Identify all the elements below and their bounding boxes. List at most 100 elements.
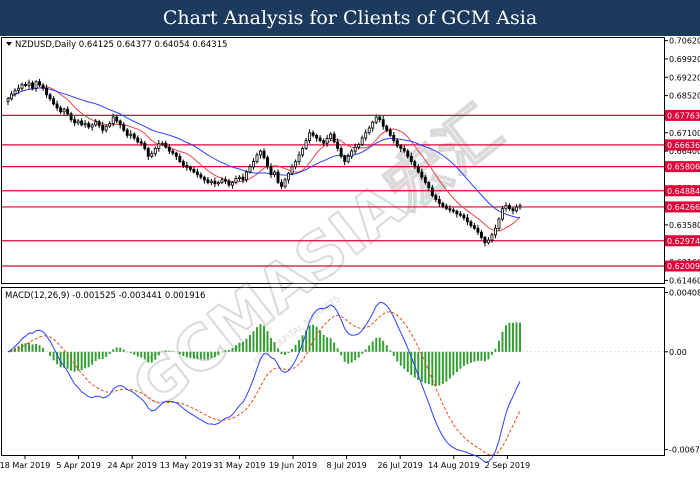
candle-body [136, 137, 140, 143]
candle-body [416, 166, 420, 173]
price-tick-label: 0.68520 [669, 92, 700, 101]
level-label: 0.62974 [667, 237, 700, 246]
candle-body [504, 205, 508, 210]
date-tick-label: 2 Sep 2019 [485, 461, 531, 470]
candle-body [353, 146, 357, 152]
candle-body [192, 168, 196, 173]
page-title: Chart Analysis for Clients of GCM Asia [162, 7, 538, 29]
candle-body [458, 213, 462, 216]
candle-body [511, 208, 515, 212]
candle-body [55, 103, 59, 109]
moving-averages [7, 86, 521, 232]
candle-body [101, 125, 105, 131]
candle-body [164, 142, 168, 148]
candle-body [118, 120, 122, 126]
candle-body [13, 89, 17, 95]
candle-body [237, 176, 241, 179]
date-tick-label: 31 May 2019 [213, 461, 265, 470]
candle-body [451, 209, 455, 212]
candle-body [357, 144, 361, 148]
candle-body [48, 94, 52, 100]
candle-body [132, 133, 136, 139]
candle-body [87, 123, 91, 128]
candle-body [472, 225, 476, 229]
candle-body [76, 120, 80, 124]
candle-body [276, 171, 280, 183]
candle-body [150, 153, 154, 157]
candle-body [104, 125, 108, 131]
candle-body [90, 124, 94, 128]
candle-body [479, 231, 483, 238]
candle-body [402, 148, 406, 152]
level-label: 0.64266 [667, 203, 700, 212]
candle-body [185, 165, 189, 168]
date-tick-label: 14 Aug 2019 [428, 461, 479, 470]
candle-body [332, 133, 336, 143]
macd-tick-label: 0.00 [669, 348, 687, 357]
candle-body [171, 150, 175, 154]
price-tick-label: 0.69920 [669, 55, 700, 64]
candle-body [174, 152, 178, 157]
candle-body [223, 179, 227, 182]
candle-body [462, 214, 466, 219]
candle-body [108, 123, 112, 127]
date-tick-label: 5 Apr 2019 [56, 461, 100, 470]
candle-body [409, 155, 413, 162]
candle-body [252, 161, 255, 168]
chart-background [0, 36, 700, 500]
date-tick-label: 26 Jul 2019 [378, 461, 423, 470]
candle-body [10, 93, 13, 100]
level-label-box [665, 109, 700, 121]
candle-body [266, 157, 269, 168]
candle-body [111, 116, 115, 124]
level-label: 0.65806 [667, 163, 700, 172]
candle-body [515, 206, 518, 212]
candle-body [427, 182, 431, 189]
candle-body [399, 145, 403, 149]
level-labels: 0.67763 0.66636 0.65806 0.64884 0.64266 0.629… [665, 109, 700, 272]
title-bar [0, 0, 700, 36]
candle-body [38, 81, 42, 86]
candle-body [227, 180, 231, 186]
candle-body [125, 129, 129, 136]
candle-body [486, 239, 490, 244]
macd-panel-title: MACD(12,26,9) -0.001525 -0.003441 0.0019… [5, 291, 205, 301]
symbol-selector[interactable]: NZDUSD,Daily 0.64125 0.64377 0.64054 0.6… [6, 40, 228, 50]
candle-body [269, 166, 273, 176]
candle-body [17, 87, 20, 91]
candle-body [6, 98, 10, 102]
candle-body [350, 150, 354, 157]
candle-body [329, 133, 333, 139]
candle-body [287, 172, 290, 181]
candle-body [304, 140, 308, 149]
candle-body [209, 180, 213, 183]
ma-fast-line [7, 86, 521, 232]
level-label: 0.67763 [667, 111, 700, 120]
macd-tick-label: -0.006745 [669, 446, 700, 455]
candle-body [146, 148, 150, 157]
candle-body [213, 180, 217, 185]
level-label: 0.66636 [667, 141, 700, 150]
candle-body [97, 121, 101, 126]
candle-body [381, 119, 385, 127]
level-label-box [665, 161, 700, 173]
candle-body [388, 129, 392, 136]
date-axis: 18 Mar 2019 5 Apr 2019 24 Apr 2019 13 May 2… [0, 455, 530, 470]
candle-body [518, 205, 522, 208]
candle-body [80, 120, 84, 126]
candle-body [448, 208, 452, 211]
candle-body [139, 141, 143, 144]
level-label-box [665, 139, 700, 151]
price-tick-label: 0.67100 [669, 129, 700, 138]
candle-body [129, 133, 133, 136]
level-label-box [665, 260, 700, 272]
macd-axis: 0.004085 0.00 -0.006745 [664, 289, 700, 455]
candle-body [122, 124, 126, 131]
candle-body [45, 87, 49, 96]
candle-body [469, 221, 473, 227]
level-label-box [665, 235, 700, 247]
price-panel-title: NZDUSD,Daily 0.64125 0.64377 0.64054 0.6… [15, 40, 228, 50]
candle-body [262, 150, 266, 159]
